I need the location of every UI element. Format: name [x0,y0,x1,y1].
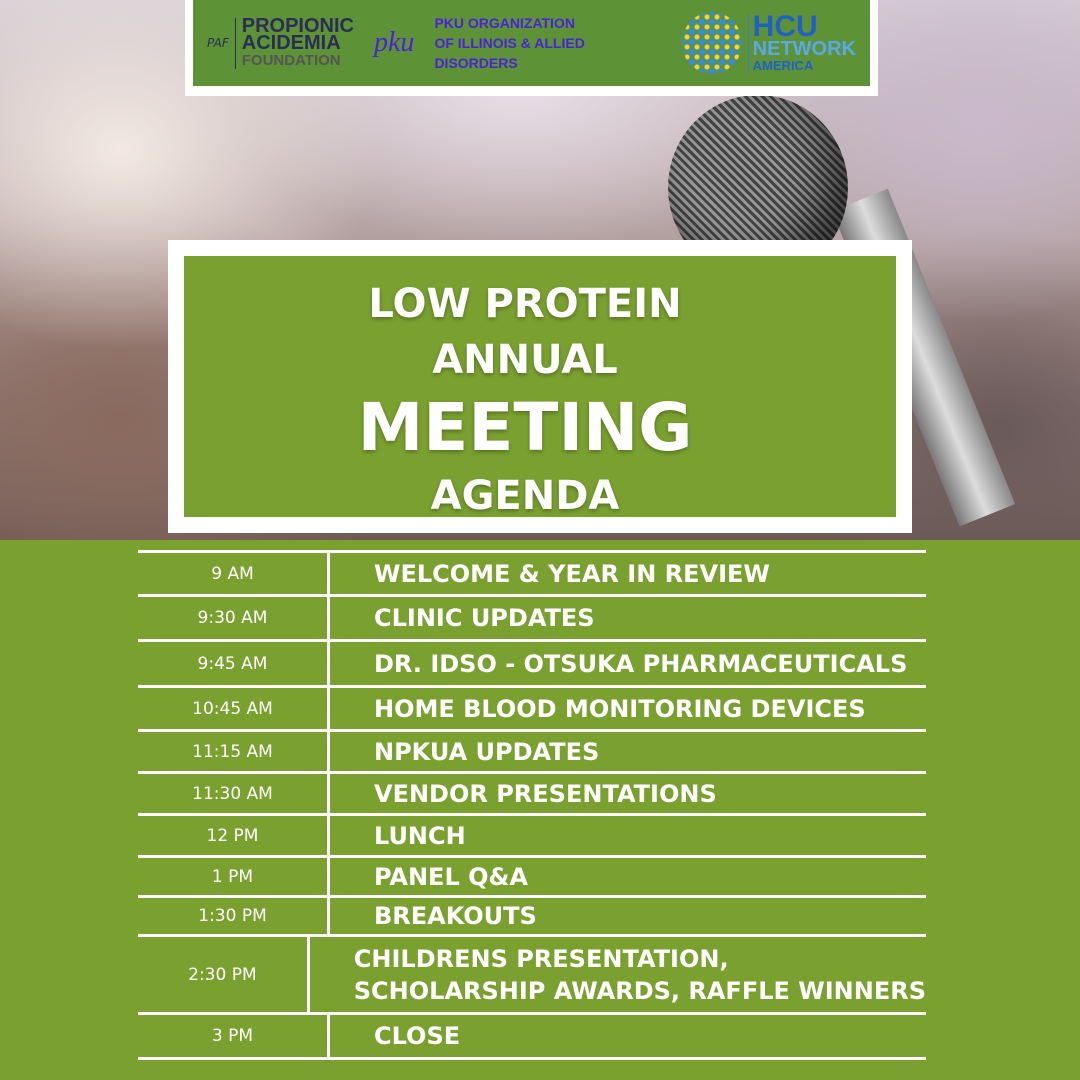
title-main: MEETING [357,389,693,466]
time-text: 10:45 AM [192,698,273,719]
agenda-event: CLINIC UPDATES [330,602,595,634]
agenda-row: 1 PM PANEL Q&A [138,855,926,895]
time-text: 12 PM [206,825,259,846]
logo-text: AMERICA [752,58,814,73]
logo-text: NETWORK [752,38,856,60]
agenda-time: 2:30 PM [138,937,310,1012]
event-text: SCHOLARSHIP AWARDS, RAFFLE WINNERS [353,976,926,1005]
agenda-time: 11:15 AM [138,732,330,771]
agenda-table: 9 AM WELCOME & YEAR IN REVIEW 9:30 AM CLINI… [138,550,926,1060]
agenda-row: 9 AM WELCOME & YEAR IN REVIEW [138,550,926,594]
agenda-time: 9:45 AM [138,642,330,685]
agenda-event: WELCOME & YEAR IN REVIEW [330,558,770,590]
agenda-event: PANEL Q&A [330,861,528,893]
agenda-row: 11:15 AM NPKUA UPDATES [138,729,926,771]
event-text: CLINIC UPDATES [374,604,595,632]
agenda-time: 10:45 AM [138,688,330,729]
agenda-row: 3 PM CLOSE [138,1012,926,1060]
time-text: 9:45 AM [197,653,268,674]
hcu-network-logo: HCU NETWORK AMERICA [681,10,856,74]
agenda-time: 1 PM [138,858,330,895]
time-text: 9 AM [211,563,254,584]
agenda-row: 10:45 AM HOME BLOOD MONITORING DEVICES [138,685,926,729]
agenda-event: NPKUA UPDATES [330,736,599,768]
event-text: LUNCH [374,821,466,850]
logo-text: PKU ORGANIZATION [434,15,575,31]
agenda-event: CLOSE [330,1020,460,1052]
tree-icon [681,12,742,74]
logo-text: FOUNDATION [241,51,341,69]
time-text: 11:30 AM [192,783,273,804]
event-text: VENDOR PRESENTATIONS [374,779,717,808]
agenda-time: 9:30 AM [138,597,330,639]
event-text: CLOSE [374,1022,461,1050]
agenda-event: CHILDRENS PRESENTATION, SCHOLARSHIP AWARD… [310,943,926,1007]
agenda-time: 11:30 AM [138,774,330,813]
agenda-time: 3 PM [138,1015,330,1057]
title-line: AGENDA [430,473,620,519]
time-text: 1 PM [211,866,254,887]
agenda-row: 9:30 AM CLINIC UPDATES [138,594,926,639]
time-text: 3 PM [211,1026,254,1046]
logo-text: PROPIONIC [241,14,354,37]
agenda-event: VENDOR PRESENTATIONS [330,778,717,810]
event-text: PANEL Q&A [374,862,528,891]
agenda-row: 9:45 AM DR. IDSO - OTSUKA PHARMACEUTICALS [138,639,926,685]
sponsor-logos-banner: PAF PROPIONIC ACIDEMIA FOUNDATION pku PKU … [185,0,878,96]
time-text: 1:30 PM [198,906,267,926]
title-line: ANNUAL [432,337,618,383]
time-text: 9:30 AM [197,608,268,628]
agenda-time: 12 PM [138,816,330,855]
event-text: DR. IDSO - OTSUKA PHARMACEUTICALS [374,649,908,678]
logo-text: HCU [752,10,818,43]
pku-organization-logo: PKU ORGANIZATION OF ILLINOIS & ALLIED DI… [434,13,584,73]
logo-text: ACIDEMIA [241,31,341,54]
event-text: CHILDRENS PRESENTATION, [353,944,729,973]
event-text: NPKUA UPDATES [374,737,600,766]
time-text: 2:30 PM [188,964,257,985]
pku-logo-mark: pku [374,27,415,58]
agenda-event: LUNCH [330,820,466,852]
event-text: HOME BLOOD MONITORING DEVICES [374,694,866,723]
event-text: BREAKOUTS [374,902,537,930]
agenda-row: 2:30 PM CHILDRENS PRESENTATION, SCHOLARSHI… [138,934,926,1012]
event-text: WELCOME & YEAR IN REVIEW [374,559,770,588]
agenda-row: 12 PM LUNCH [138,813,926,855]
agenda-event: DR. IDSO - OTSUKA PHARMACEUTICALS [330,648,907,680]
title-line: LOW PROTEIN [368,281,682,327]
agenda-time: 1:30 PM [138,898,330,934]
agenda-event: HOME BLOOD MONITORING DEVICES [330,693,866,725]
title-box: LOW PROTEIN ANNUAL MEETING AGENDA [168,240,912,533]
logo-text: DISORDERS [434,55,518,71]
agenda-time: 9 AM [138,553,330,594]
propionic-acidemia-logo: PAF PROPIONIC ACIDEMIA FOUNDATION [207,14,354,69]
logo-text: OF ILLINOIS & ALLIED [434,35,585,51]
time-text: 11:15 AM [192,741,273,762]
agenda-row: 1:30 PM BREAKOUTS [138,895,926,934]
agenda-event: BREAKOUTS [330,900,537,932]
agenda-row: 11:30 AM VENDOR PRESENTATIONS [138,771,926,813]
paf-mark: PAF [207,36,229,50]
